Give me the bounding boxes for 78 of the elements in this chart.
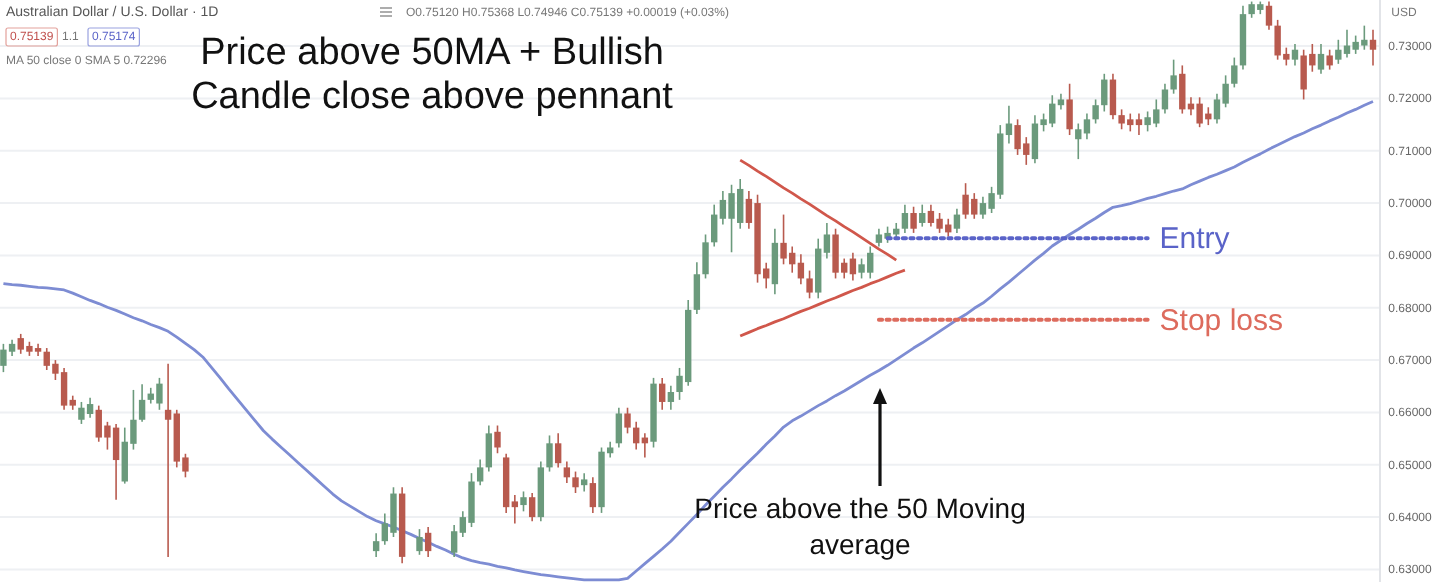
candlestick [1317,43,1325,75]
candlestick [494,424,501,455]
candlestick [390,486,397,538]
candlestick [572,470,579,494]
candlestick [771,227,779,295]
candlestick [797,253,805,285]
candlestick [1144,110,1151,133]
line-series [738,158,898,262]
candlestick [1326,48,1333,71]
candlestick [1179,64,1186,115]
candlestick [962,182,969,220]
candlestick [78,401,85,425]
candlestick [164,362,172,558]
candlestick [1161,82,1169,115]
candlestick [1101,73,1108,113]
candlestick [832,227,839,280]
candlestick [632,421,640,451]
candlestick [485,424,493,473]
candlestick [667,384,675,411]
candlestick [979,195,987,220]
candlestick [1265,0,1273,31]
candlestick [849,251,857,282]
candlestick [815,237,822,300]
candlestick [728,183,735,254]
candlestick [1092,98,1099,125]
candlestick [1075,122,1082,160]
candlestick [580,472,588,493]
candlestick [702,233,709,280]
candlestick [927,203,935,228]
candlestick [910,205,917,234]
line-series [738,268,907,338]
candlestick [711,203,718,248]
candlestick [424,526,432,558]
candlestick [0,343,7,373]
candlestick [936,212,943,234]
candlestick [953,208,961,234]
candlestick [615,406,623,449]
candlestick [112,423,120,501]
candlestick [1170,58,1177,95]
candlestick [624,406,631,435]
candlestick [589,476,597,514]
candlestick [372,532,380,558]
candlestick [919,203,926,228]
candlestick [780,213,787,266]
text: Price above 50MA + Bullish Candle close above pennant [191,32,675,118]
candlestick [563,460,571,484]
candlestick [1083,112,1091,141]
candlestick [858,257,865,280]
candlestick [546,434,553,473]
series-label: Entry [1159,222,1231,257]
candlestick [1369,29,1377,67]
candlestick [1014,118,1021,156]
candlestick [416,528,423,556]
candlestick [156,377,163,411]
candlestick [1109,73,1117,121]
candlestick [806,269,813,300]
candlestick [901,203,909,234]
candlestick [1231,56,1238,89]
annotation: Price above the 50 Moving average [694,492,1026,561]
candlestick [86,396,94,419]
candlestick [450,524,458,558]
candlestick [1031,114,1039,165]
candlestick [528,492,536,523]
candlestick [520,490,527,513]
candlestick [658,377,666,411]
candlestick [476,458,484,486]
candlestick [1118,108,1125,131]
candlestick [1066,82,1073,136]
candlestick [468,472,475,528]
candlestick [1213,92,1221,125]
candlestick [693,261,701,315]
candlestick [1135,112,1143,136]
candlestick [138,383,146,423]
series-label: Stop loss [1159,303,1284,338]
candlestick [1335,38,1342,65]
candlestick [554,432,562,469]
candlestick [1291,43,1299,67]
candlestick [60,367,68,411]
